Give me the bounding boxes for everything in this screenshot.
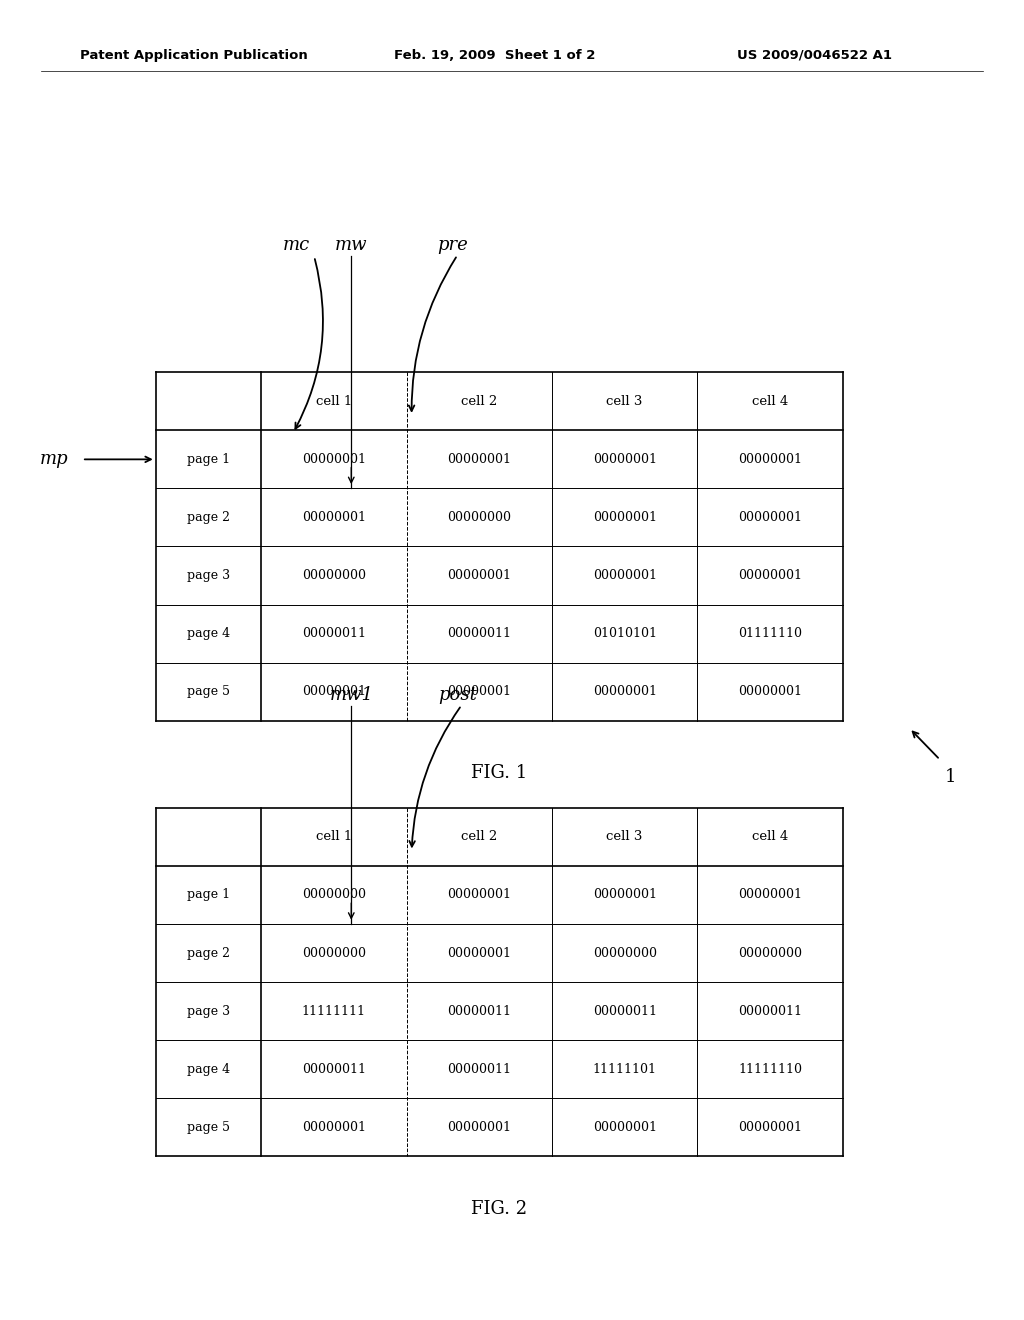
Text: 00000001: 00000001 bbox=[593, 511, 656, 524]
Text: FIG. 1: FIG. 1 bbox=[471, 764, 527, 781]
Text: 00000011: 00000011 bbox=[447, 1063, 511, 1076]
Text: cell 3: cell 3 bbox=[606, 830, 643, 843]
Text: 01010101: 01010101 bbox=[593, 627, 656, 640]
Text: 00000001: 00000001 bbox=[447, 888, 511, 902]
Text: cell 3: cell 3 bbox=[606, 395, 643, 408]
Text: 00000001: 00000001 bbox=[593, 685, 656, 698]
Text: cell 2: cell 2 bbox=[461, 830, 498, 843]
Text: 00000000: 00000000 bbox=[738, 946, 802, 960]
Text: mc: mc bbox=[283, 236, 310, 253]
Text: mp: mp bbox=[40, 450, 69, 469]
Text: cell 2: cell 2 bbox=[461, 395, 498, 408]
Text: page 2: page 2 bbox=[187, 946, 229, 960]
Text: 00000001: 00000001 bbox=[593, 888, 656, 902]
Text: 00000011: 00000011 bbox=[302, 1063, 366, 1076]
Text: mw1: mw1 bbox=[330, 686, 374, 704]
Text: 00000001: 00000001 bbox=[593, 1121, 656, 1134]
Text: page 5: page 5 bbox=[187, 1121, 229, 1134]
Text: 00000001: 00000001 bbox=[738, 511, 802, 524]
Text: page 1: page 1 bbox=[186, 888, 230, 902]
Text: 00000001: 00000001 bbox=[593, 453, 656, 466]
Text: pre: pre bbox=[437, 236, 468, 253]
Text: 00000001: 00000001 bbox=[738, 1121, 802, 1134]
Text: 00000001: 00000001 bbox=[738, 685, 802, 698]
Text: 00000001: 00000001 bbox=[738, 453, 802, 466]
Text: 00000011: 00000011 bbox=[302, 627, 366, 640]
Text: 00000001: 00000001 bbox=[447, 685, 511, 698]
Text: page 4: page 4 bbox=[186, 1063, 230, 1076]
Text: 00000001: 00000001 bbox=[302, 453, 366, 466]
Text: 00000001: 00000001 bbox=[302, 1121, 366, 1134]
Text: 00000011: 00000011 bbox=[447, 1005, 511, 1018]
Text: 00000011: 00000011 bbox=[738, 1005, 802, 1018]
Text: 00000001: 00000001 bbox=[738, 569, 802, 582]
Text: 00000000: 00000000 bbox=[302, 946, 366, 960]
Text: Patent Application Publication: Patent Application Publication bbox=[80, 49, 307, 62]
Text: page 4: page 4 bbox=[186, 627, 230, 640]
Text: page 1: page 1 bbox=[186, 453, 230, 466]
Text: 00000000: 00000000 bbox=[593, 946, 656, 960]
Text: post: post bbox=[438, 686, 477, 704]
Text: 00000000: 00000000 bbox=[302, 888, 366, 902]
Text: 00000001: 00000001 bbox=[447, 569, 511, 582]
Text: US 2009/0046522 A1: US 2009/0046522 A1 bbox=[737, 49, 892, 62]
Text: 00000001: 00000001 bbox=[302, 685, 366, 698]
Text: 00000001: 00000001 bbox=[447, 1121, 511, 1134]
Text: page 3: page 3 bbox=[186, 1005, 230, 1018]
Text: 00000001: 00000001 bbox=[593, 569, 656, 582]
Text: cell 4: cell 4 bbox=[752, 830, 788, 843]
Text: 11111101: 11111101 bbox=[593, 1063, 656, 1076]
Text: FIG. 2: FIG. 2 bbox=[471, 1200, 527, 1217]
Text: page 3: page 3 bbox=[186, 569, 230, 582]
Text: 1: 1 bbox=[945, 768, 956, 785]
Text: Feb. 19, 2009  Sheet 1 of 2: Feb. 19, 2009 Sheet 1 of 2 bbox=[394, 49, 596, 62]
Text: 00000000: 00000000 bbox=[302, 569, 366, 582]
Text: 00000001: 00000001 bbox=[447, 946, 511, 960]
Text: 11111111: 11111111 bbox=[302, 1005, 366, 1018]
Text: page 5: page 5 bbox=[187, 685, 229, 698]
Text: cell 1: cell 1 bbox=[315, 395, 352, 408]
Text: 00000001: 00000001 bbox=[447, 453, 511, 466]
Text: 00000011: 00000011 bbox=[593, 1005, 656, 1018]
Text: 01111110: 01111110 bbox=[738, 627, 802, 640]
Text: 00000011: 00000011 bbox=[447, 627, 511, 640]
Text: mw: mw bbox=[335, 236, 368, 253]
Text: page 2: page 2 bbox=[187, 511, 229, 524]
Text: 00000001: 00000001 bbox=[302, 511, 366, 524]
Text: cell 1: cell 1 bbox=[315, 830, 352, 843]
Text: cell 4: cell 4 bbox=[752, 395, 788, 408]
Text: 00000001: 00000001 bbox=[738, 888, 802, 902]
Text: 00000000: 00000000 bbox=[447, 511, 511, 524]
Text: 11111110: 11111110 bbox=[738, 1063, 802, 1076]
